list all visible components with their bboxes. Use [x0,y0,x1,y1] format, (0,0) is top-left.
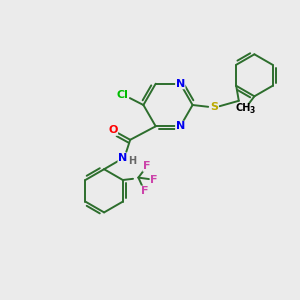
Text: H: H [128,156,136,166]
Text: N: N [176,121,185,131]
Text: S: S [210,102,218,112]
Text: O: O [108,125,118,135]
Text: N: N [176,79,185,89]
Text: F: F [150,175,158,185]
Text: 3: 3 [249,106,255,115]
Text: F: F [141,186,149,196]
Text: F: F [143,161,151,171]
Text: CH: CH [235,103,251,113]
Text: N: N [118,153,127,164]
Text: Cl: Cl [116,89,128,100]
